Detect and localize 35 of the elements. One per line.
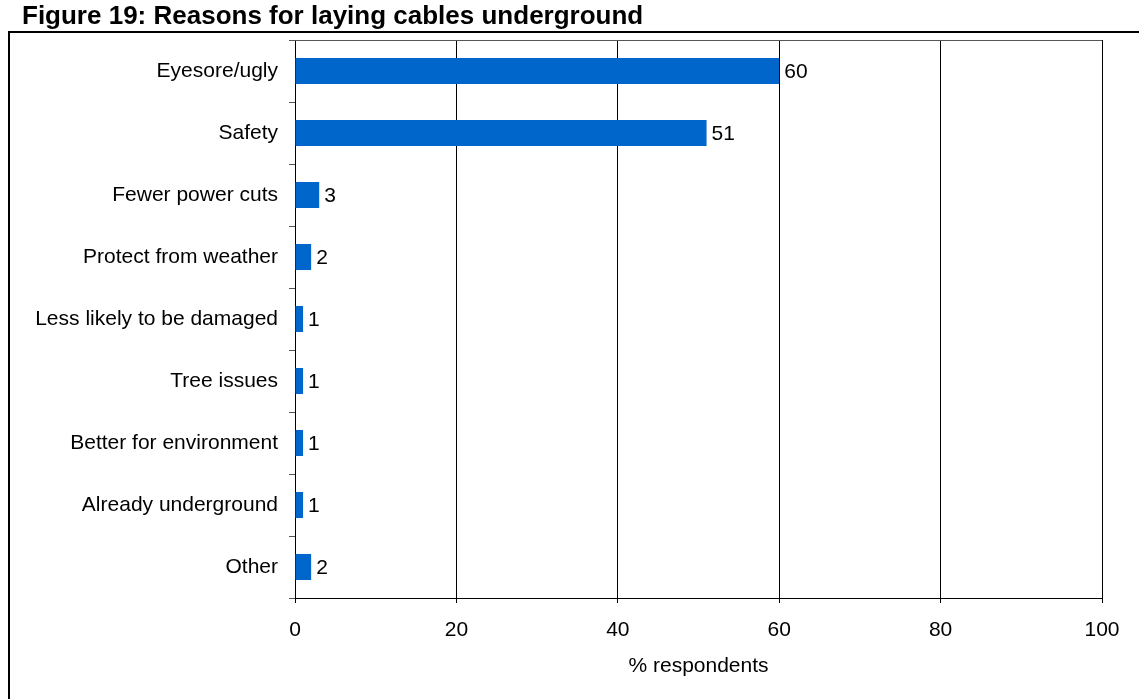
y-tick-label: Eyesore/ugly — [156, 57, 279, 81]
y-tick-label: Safety — [218, 119, 279, 143]
y-tick-label: Less likely to be damaged — [35, 305, 278, 329]
chart-title: Figure 19: Reasons for laying cables underground — [22, 0, 644, 30]
x-tick-label: 100 — [1084, 617, 1120, 641]
x-tick-label: 80 — [928, 617, 953, 641]
x-tick-label: 0 — [289, 617, 301, 641]
x-tick-label: 40 — [606, 617, 630, 641]
bar — [295, 429, 304, 457]
data-label: 2 — [316, 554, 328, 578]
data-label: 1 — [308, 306, 320, 330]
data-label: 1 — [308, 430, 320, 454]
bar — [295, 305, 304, 333]
y-tick-label: Other — [225, 553, 278, 577]
bar — [295, 243, 312, 271]
data-label: 51 — [711, 120, 735, 144]
x-tick-label: 20 — [444, 617, 469, 641]
data-label: 1 — [308, 368, 320, 392]
data-label: 3 — [324, 182, 336, 206]
bar — [295, 57, 780, 85]
bar — [295, 181, 320, 209]
data-label: 60 — [784, 58, 808, 82]
bar — [295, 367, 304, 395]
y-tick-label: Tree issues — [170, 367, 278, 391]
bar — [295, 491, 304, 519]
data-label: 2 — [316, 244, 328, 268]
x-axis-title: % respondents — [628, 653, 769, 677]
y-tick-label: Better for environment — [70, 429, 279, 453]
y-tick-label: Protect from weather — [83, 243, 279, 267]
data-label: 1 — [308, 492, 320, 516]
y-tick-label: Already underground — [81, 491, 278, 515]
x-tick-label: 60 — [767, 617, 791, 641]
bar — [295, 119, 707, 147]
y-tick-label: Fewer power cuts — [112, 181, 278, 205]
bar — [295, 553, 312, 581]
